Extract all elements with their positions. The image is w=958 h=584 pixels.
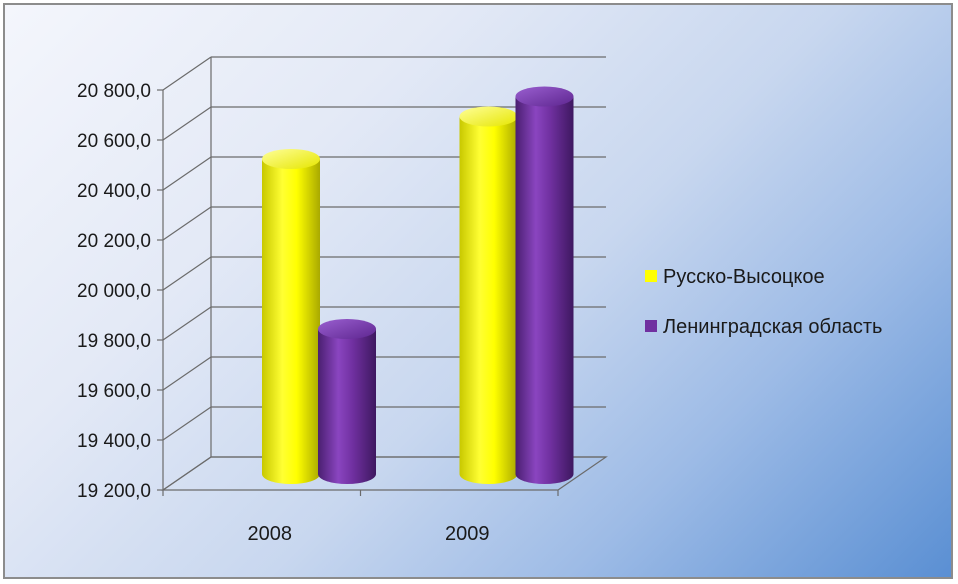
axes [157, 57, 608, 496]
y-tick-label: 20 600,0 [77, 131, 151, 152]
legend-swatch [645, 270, 657, 282]
y-tick-label: 19 600,0 [77, 381, 151, 402]
legend-swatch [645, 320, 657, 332]
bar-top [318, 319, 376, 339]
bar-body [262, 159, 320, 484]
x-tick-label: 2008 [248, 523, 293, 545]
y-tick-label: 19 400,0 [77, 431, 151, 452]
floor [161, 456, 608, 491]
bars [262, 86, 574, 484]
bar-top [262, 149, 320, 169]
legend-label: Русско-Высоцкое [663, 266, 825, 288]
legend: Русско-Высоцкое Ленинградская область [645, 266, 882, 338]
y-tick-label: 20 400,0 [77, 181, 151, 202]
bar-2009-2 [515, 86, 574, 484]
bar-body [318, 329, 376, 484]
gridline-depth [162, 156, 212, 191]
bar-2008-2 [318, 319, 376, 484]
x-tick-label: 2009 [445, 523, 490, 545]
legend-item: Русско-Высоцкое [645, 266, 825, 288]
legend-item: Ленинградская область [645, 316, 882, 338]
gridline-depth [162, 256, 212, 291]
gridline-depth [162, 206, 212, 241]
gridline-depth [162, 106, 212, 141]
chart-svg: 19 200,0 19 400,0 19 600,0 19 800,0 20 000,0… [77, 56, 882, 545]
y-tick-labels: 19 200,0 19 400,0 19 600,0 19 800,0 20 000,0… [77, 81, 151, 502]
y-tick-label: 19 200,0 [77, 481, 151, 502]
y-tick-label: 20 200,0 [77, 231, 151, 252]
gridline-depth [162, 56, 212, 91]
bar-top [515, 86, 574, 107]
bar-top [459, 106, 518, 127]
y-tick-label: 19 800,0 [77, 331, 151, 352]
bar-2009-1 [459, 106, 518, 484]
x-tick-labels: 2008 2009 [248, 523, 490, 545]
bar-body [459, 116, 518, 484]
bar-body [515, 96, 574, 484]
y-tick-label: 20 800,0 [77, 81, 151, 102]
gridline-depth [162, 306, 212, 341]
chart-area: 19 200,0 19 400,0 19 600,0 19 800,0 20 000,0… [3, 3, 953, 579]
gridline-depth [162, 356, 212, 391]
bar-2008-1 [262, 149, 320, 484]
y-tick-label: 20 000,0 [77, 281, 151, 302]
gridline-depth [162, 406, 212, 441]
legend-label: Ленинградская область [663, 316, 882, 338]
